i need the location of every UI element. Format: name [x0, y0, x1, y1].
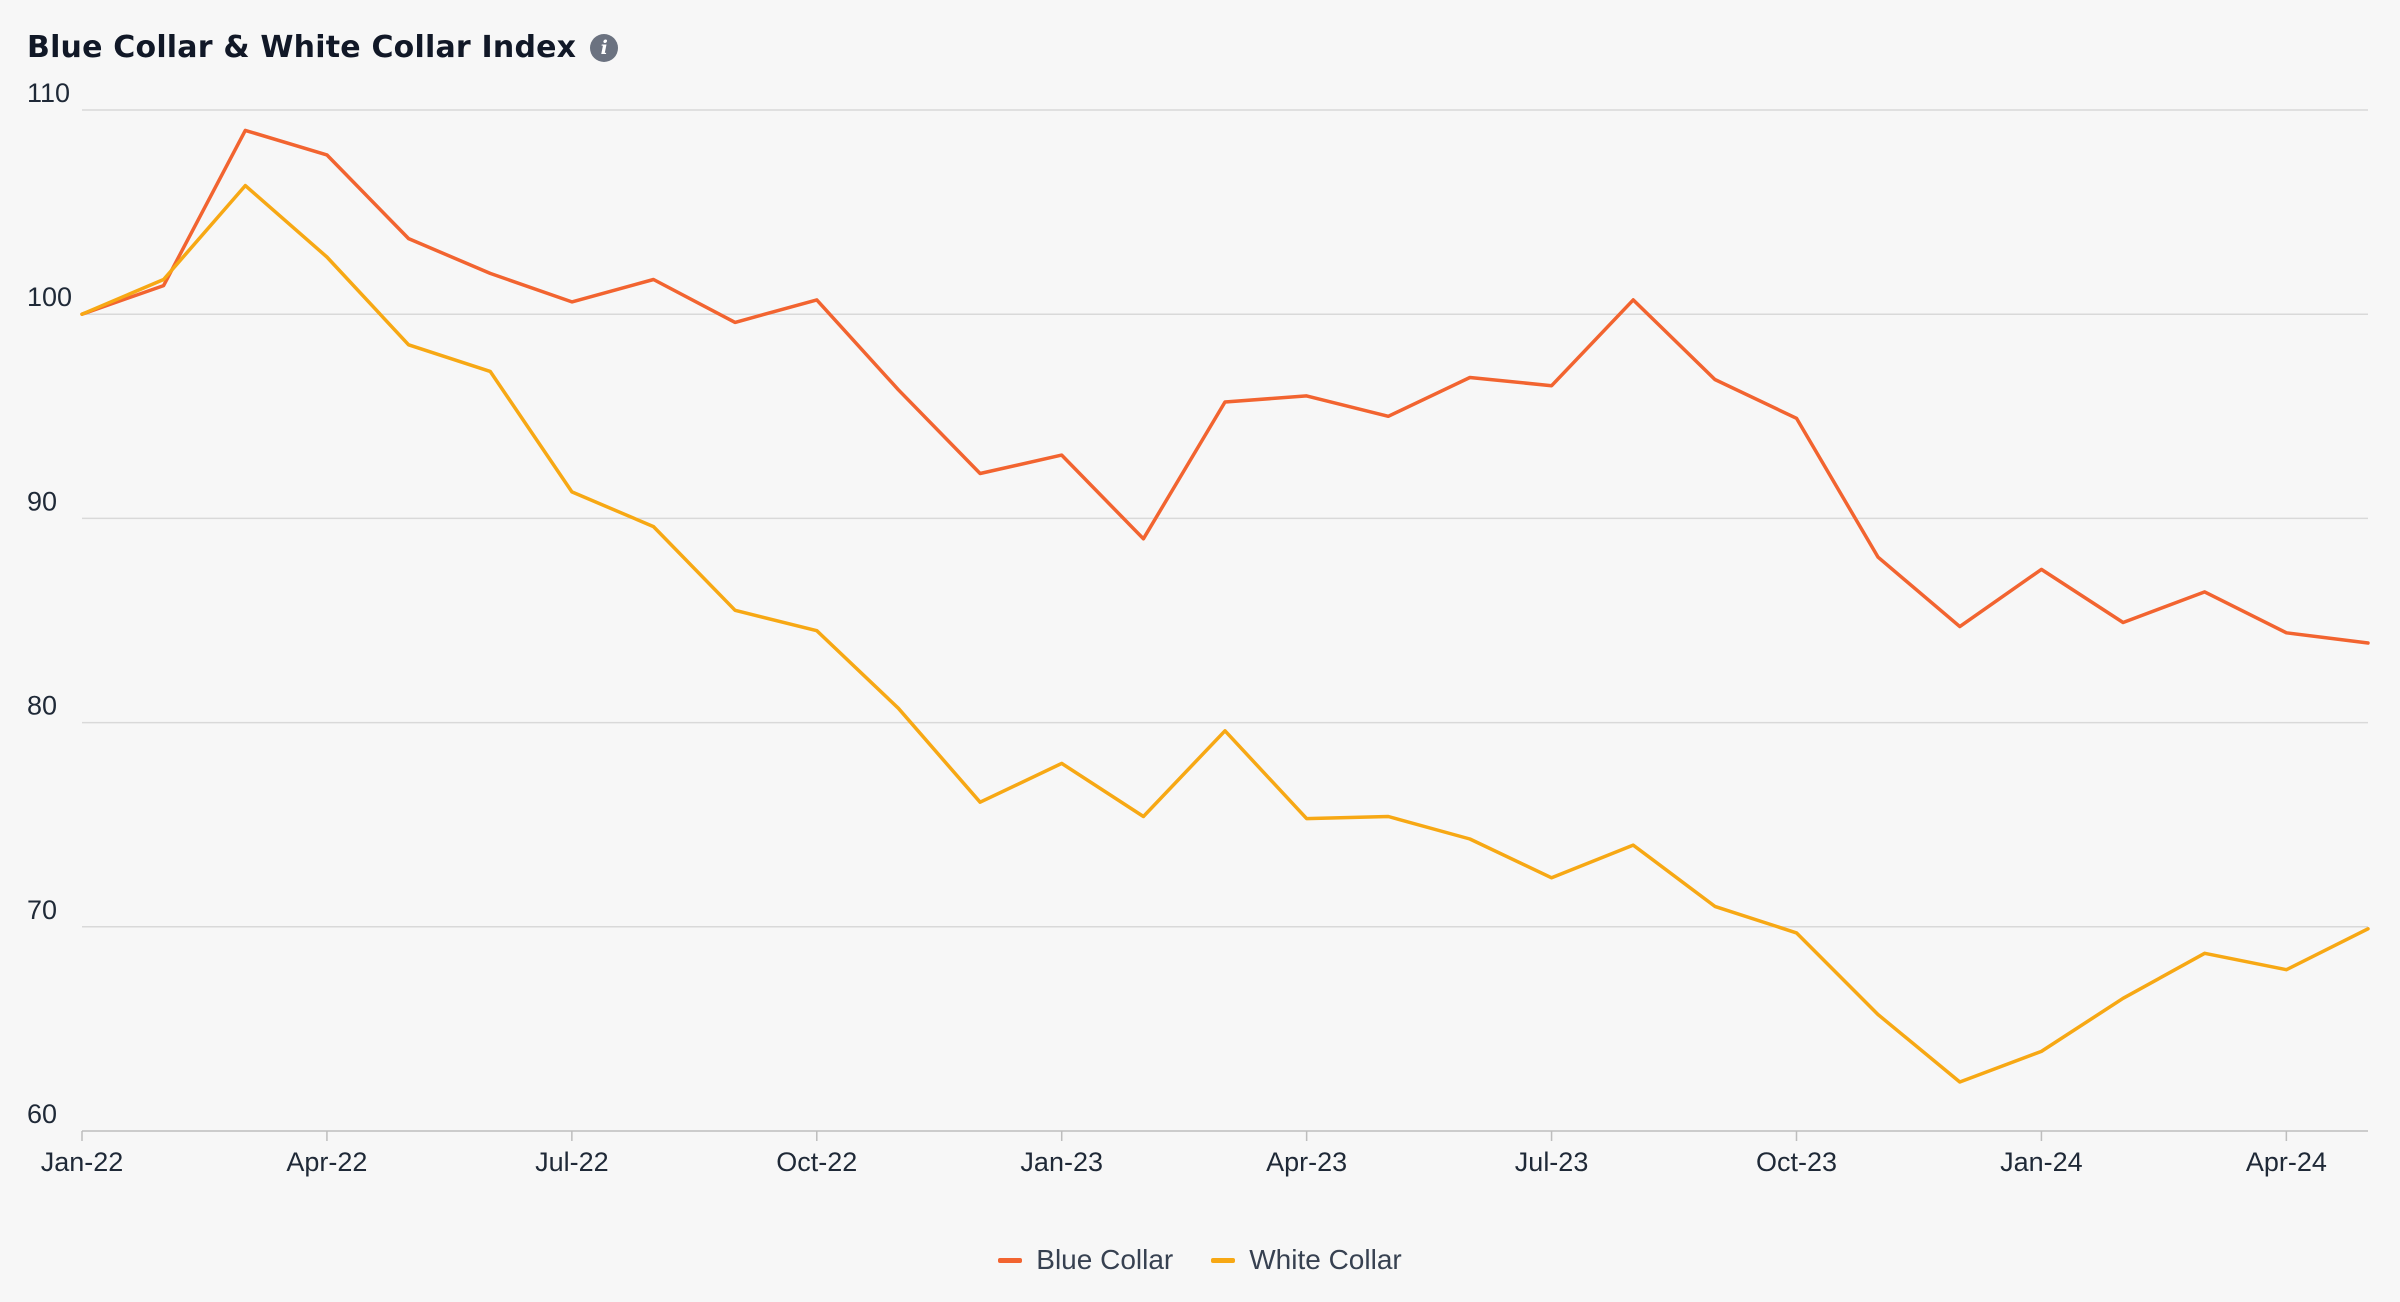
legend-swatch-blue-collar: [998, 1257, 1023, 1263]
y-tick-label: 70: [27, 895, 57, 925]
data-point-blue-collar[interactable]: [1791, 412, 1803, 424]
data-point-blue-collar[interactable]: [1464, 372, 1476, 384]
data-point-blue-collar[interactable]: [811, 294, 823, 306]
data-point-white-collar[interactable]: [2280, 964, 2292, 976]
data-point-white-collar[interactable]: [76, 308, 88, 320]
legend-label-blue-collar: Blue Collar: [1036, 1244, 1174, 1275]
data-point-blue-collar[interactable]: [2199, 586, 2211, 598]
legend-item-white-collar[interactable]: White Collar: [1211, 1244, 1402, 1276]
data-point-blue-collar[interactable]: [484, 267, 496, 279]
data-point-white-collar[interactable]: [2362, 923, 2374, 935]
chart-header: Blue Collar & White Collar Index i: [27, 30, 619, 65]
data-point-white-collar[interactable]: [158, 273, 170, 285]
data-point-white-collar[interactable]: [1464, 833, 1476, 845]
data-point-white-collar[interactable]: [1056, 757, 1068, 769]
data-point-blue-collar[interactable]: [648, 273, 660, 285]
data-point-blue-collar[interactable]: [1056, 449, 1068, 461]
x-tick-label: Apr-22: [286, 1147, 367, 1177]
data-point-blue-collar[interactable]: [1382, 410, 1394, 422]
tick-labels: 110 100 90 80 70 60 Jan-22 Apr-22 Jul-22 Oct-22 Ja…: [27, 78, 2327, 1177]
data-point-white-collar[interactable]: [1709, 900, 1721, 912]
data-point-white-collar[interactable]: [1219, 725, 1231, 737]
data-point-blue-collar[interactable]: [239, 124, 251, 136]
data-point-white-collar[interactable]: [2117, 992, 2129, 1004]
y-tick-label: 60: [27, 1099, 57, 1129]
data-point-blue-collar[interactable]: [1219, 396, 1231, 408]
data-point-white-collar[interactable]: [2199, 947, 2211, 959]
legend-swatch-white-collar: [1211, 1257, 1236, 1263]
legend-item-blue-collar[interactable]: Blue Collar: [998, 1244, 1173, 1276]
y-tick-label: 90: [27, 486, 57, 516]
data-point-white-collar[interactable]: [1954, 1076, 1966, 1088]
data-point-white-collar[interactable]: [974, 796, 986, 808]
x-tick-label: Jul-23: [1515, 1147, 1589, 1177]
data-point-blue-collar[interactable]: [2117, 617, 2129, 629]
x-tick-label: Oct-22: [776, 1147, 857, 1177]
y-tick-label: 80: [27, 691, 57, 721]
x-tick-label: Apr-24: [2246, 1147, 2327, 1177]
x-axis: [81, 1130, 2368, 1141]
data-point-white-collar[interactable]: [648, 521, 660, 533]
legend-label-white-collar: White Collar: [1249, 1244, 1402, 1275]
data-point-blue-collar[interactable]: [1709, 374, 1721, 386]
y-tick-label: 110: [27, 78, 70, 108]
x-tick-label: Oct-23: [1756, 1147, 1837, 1177]
y-tick-label: 100: [27, 282, 72, 312]
data-point-white-collar[interactable]: [729, 604, 741, 616]
data-point-blue-collar[interactable]: [1301, 390, 1313, 402]
data-point-white-collar[interactable]: [239, 180, 251, 192]
data-point-white-collar[interactable]: [321, 251, 333, 263]
data-point-white-collar[interactable]: [811, 625, 823, 637]
series-lines: [76, 124, 2374, 1088]
x-tick-label: Jan-22: [41, 1147, 124, 1177]
data-point-blue-collar[interactable]: [2362, 637, 2374, 649]
gridlines: [82, 109, 2368, 928]
info-icon[interactable]: i: [590, 33, 619, 62]
data-point-white-collar[interactable]: [1301, 813, 1313, 825]
data-point-blue-collar[interactable]: [403, 233, 415, 245]
data-point-white-collar[interactable]: [566, 486, 578, 498]
data-point-white-collar[interactable]: [484, 365, 496, 377]
data-point-white-collar[interactable]: [1382, 811, 1394, 823]
series-line-white-collar[interactable]: [80, 183, 2370, 1084]
data-point-blue-collar[interactable]: [566, 296, 578, 308]
data-point-blue-collar[interactable]: [892, 384, 904, 396]
data-point-white-collar[interactable]: [2035, 1045, 2047, 1057]
data-point-white-collar[interactable]: [1546, 872, 1558, 884]
data-point-white-collar[interactable]: [1872, 1009, 1884, 1021]
data-point-white-collar[interactable]: [1627, 839, 1639, 851]
data-point-blue-collar[interactable]: [974, 467, 986, 479]
x-tick-label: Jan-23: [1020, 1147, 1103, 1177]
x-tick-label: Jul-22: [535, 1147, 609, 1177]
legend: Blue Collar White Collar: [0, 1244, 2400, 1276]
data-point-blue-collar[interactable]: [1137, 533, 1149, 545]
data-point-blue-collar[interactable]: [321, 149, 333, 161]
data-point-blue-collar[interactable]: [1954, 621, 1966, 633]
data-point-blue-collar[interactable]: [1627, 294, 1639, 306]
x-tick-label: Apr-23: [1266, 1147, 1347, 1177]
data-point-blue-collar[interactable]: [1546, 380, 1558, 392]
chart-title: Blue Collar & White Collar Index: [27, 30, 577, 65]
data-point-blue-collar[interactable]: [1872, 551, 1884, 563]
data-point-blue-collar[interactable]: [2035, 563, 2047, 575]
series-line-blue-collar[interactable]: [80, 128, 2370, 645]
data-point-white-collar[interactable]: [1791, 927, 1803, 939]
x-tick-label: Jan-24: [2000, 1147, 2083, 1177]
data-point-white-collar[interactable]: [403, 339, 415, 351]
data-point-white-collar[interactable]: [1137, 811, 1149, 823]
data-point-blue-collar[interactable]: [2280, 627, 2292, 639]
data-point-blue-collar[interactable]: [729, 316, 741, 328]
data-point-white-collar[interactable]: [892, 702, 904, 714]
